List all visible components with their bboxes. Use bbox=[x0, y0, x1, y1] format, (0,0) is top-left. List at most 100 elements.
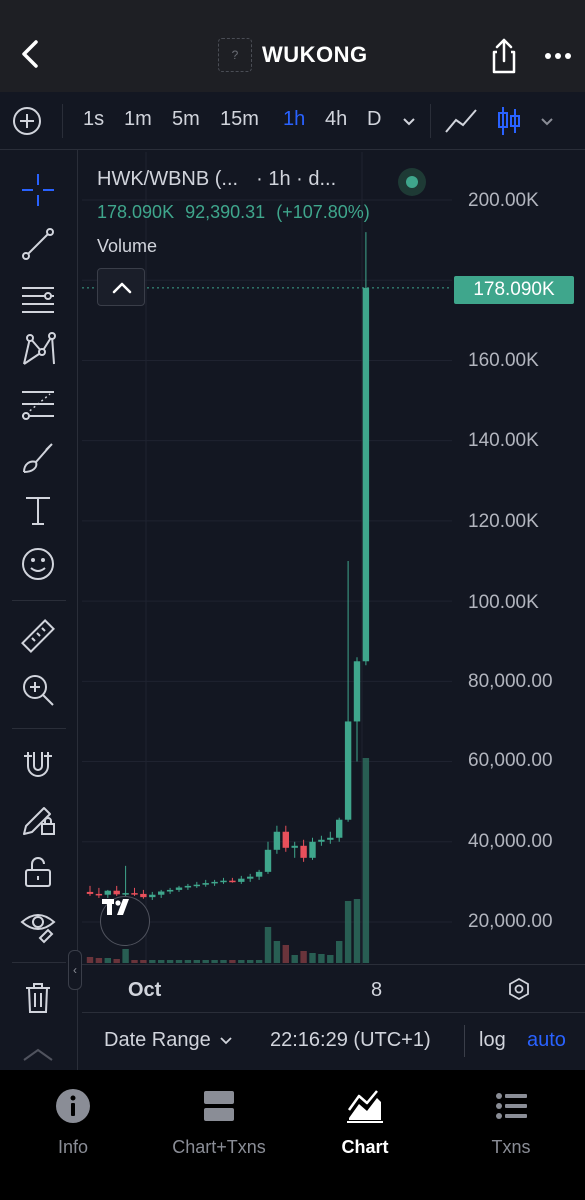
more-options-icon[interactable] bbox=[540, 44, 576, 68]
volume-bar bbox=[282, 945, 289, 963]
share-icon[interactable] bbox=[484, 36, 524, 76]
tab-label: Chart bbox=[341, 1137, 389, 1157]
time-axis-label: 8 bbox=[371, 979, 383, 1001]
candle-body bbox=[229, 880, 236, 883]
candle-body bbox=[264, 849, 272, 872]
candle-body bbox=[86, 891, 94, 894]
volume-label: Volume bbox=[97, 236, 158, 256]
volume-bar bbox=[175, 960, 183, 963]
candle-body bbox=[184, 885, 192, 888]
timeframe-15m[interactable]: 15m bbox=[220, 108, 259, 130]
timezone-clock[interactable]: 22:16:29 (UTC+1) bbox=[270, 1029, 431, 1051]
market-status-icon bbox=[398, 168, 426, 196]
horizontal-lines-icon[interactable] bbox=[18, 278, 58, 318]
price-chart[interactable]: HWK/WBNB (... · 1h · d... 178.090K 92,390… bbox=[82, 152, 585, 1012]
volume-bar bbox=[104, 958, 111, 963]
line-chart-icon[interactable] bbox=[444, 106, 478, 136]
volume-bar bbox=[336, 941, 343, 963]
tradingview-logo[interactable] bbox=[100, 896, 150, 946]
volume-bar bbox=[149, 960, 156, 963]
tab-info[interactable]: Info bbox=[3, 1086, 143, 1158]
timeframe-4h[interactable]: 4h bbox=[325, 108, 348, 130]
volume-bar bbox=[122, 949, 129, 963]
candle-body bbox=[113, 890, 120, 895]
brush-icon[interactable] bbox=[18, 438, 58, 478]
candle-body bbox=[336, 819, 343, 838]
candlestick-chart-icon[interactable] bbox=[494, 104, 524, 138]
candle-body bbox=[149, 894, 156, 898]
trend-line-icon[interactable] bbox=[18, 224, 58, 264]
candle-body bbox=[140, 893, 147, 898]
volume-bar bbox=[309, 953, 316, 963]
candle-body bbox=[344, 721, 352, 820]
timeframe-dropdown-icon[interactable] bbox=[400, 112, 418, 130]
legend-pair: HWK/WBNB (... bbox=[97, 168, 239, 190]
volume-bar bbox=[300, 951, 307, 963]
date-range-button[interactable]: Date Range bbox=[104, 1029, 233, 1052]
settings-icon[interactable] bbox=[507, 977, 531, 1001]
timeframe-1s[interactable]: 1s bbox=[83, 108, 105, 130]
legend-price: 178.090K bbox=[97, 202, 175, 222]
back-arrow-icon[interactable] bbox=[14, 34, 48, 74]
candle-body bbox=[158, 891, 165, 895]
unlock-icon[interactable] bbox=[18, 852, 58, 892]
lock-drawings-icon[interactable] bbox=[18, 798, 58, 838]
chart-area-icon bbox=[347, 1090, 383, 1123]
ruler-icon[interactable] bbox=[18, 616, 58, 656]
candle-body bbox=[273, 831, 281, 850]
token-logo-placeholder: ? bbox=[218, 38, 252, 72]
time-axis[interactable]: Oct 8 bbox=[82, 964, 585, 1012]
chevron-down-icon bbox=[220, 1036, 232, 1044]
tab-chart-txns[interactable]: Chart+Txns bbox=[149, 1086, 289, 1158]
current-price-tag: 178.090K bbox=[454, 276, 574, 304]
legend-values-row: 178.090K 92,390.31 (+107.80%) bbox=[97, 202, 376, 223]
auto-scale-toggle[interactable]: auto bbox=[527, 1029, 566, 1051]
crosshair-icon[interactable] bbox=[18, 170, 58, 210]
candle-body bbox=[95, 893, 103, 896]
timeframe-1m[interactable]: 1m bbox=[124, 108, 152, 130]
price-axis-label: 120.00K bbox=[468, 511, 539, 532]
chart-toolbar: 1s 1m 5m 15m 1h 4h D bbox=[0, 92, 585, 150]
tab-txns[interactable]: Txns bbox=[441, 1086, 581, 1158]
visibility-icon[interactable] bbox=[18, 904, 58, 944]
candle-body bbox=[202, 883, 209, 885]
legend-collapse-button[interactable] bbox=[97, 268, 145, 306]
zoom-in-icon[interactable] bbox=[18, 670, 58, 710]
candle-body bbox=[175, 887, 183, 890]
more-tools-chevron-icon[interactable] bbox=[18, 1046, 58, 1070]
page-title: WUKONG bbox=[262, 42, 368, 67]
pattern-tool-icon[interactable] bbox=[18, 330, 58, 370]
volume-bar bbox=[229, 960, 236, 963]
text-tool-icon[interactable] bbox=[18, 490, 58, 530]
trash-icon[interactable] bbox=[18, 978, 58, 1018]
candle-body bbox=[362, 287, 370, 662]
candle-body bbox=[131, 893, 138, 895]
emoji-icon[interactable] bbox=[18, 544, 58, 584]
tab-label: Chart+Txns bbox=[172, 1137, 266, 1157]
timeframe-1h[interactable]: 1h bbox=[283, 108, 306, 130]
volume-bar bbox=[327, 955, 334, 963]
toolbar-divider bbox=[62, 104, 63, 138]
volume-bar bbox=[184, 960, 192, 963]
volume-bar bbox=[158, 960, 165, 963]
chart-type-dropdown-icon[interactable] bbox=[538, 112, 556, 130]
add-indicator-icon[interactable] bbox=[10, 104, 44, 138]
collapse-toolbar-handle[interactable]: ‹ bbox=[68, 950, 82, 990]
timeframe-d[interactable]: D bbox=[367, 108, 382, 130]
log-scale-toggle[interactable]: log bbox=[479, 1029, 506, 1051]
timeframe-5m[interactable]: 5m bbox=[172, 108, 200, 130]
candle-body bbox=[220, 880, 227, 883]
volume-bar bbox=[247, 960, 254, 963]
volume-bar bbox=[255, 960, 263, 963]
token-title-group: ? WUKONG bbox=[218, 37, 368, 73]
tab-chart[interactable]: Chart bbox=[295, 1086, 435, 1158]
toolbar-divider bbox=[12, 962, 66, 963]
volume-bar bbox=[238, 960, 245, 963]
tab-label: Info bbox=[57, 1137, 89, 1157]
candle-body bbox=[238, 878, 245, 882]
candle-body bbox=[291, 845, 298, 848]
drawing-toolbar bbox=[0, 150, 78, 1070]
legend-change-abs: 92,390.31 bbox=[185, 202, 266, 222]
fib-retracement-icon[interactable] bbox=[18, 384, 58, 424]
magnet-icon[interactable] bbox=[18, 744, 58, 784]
